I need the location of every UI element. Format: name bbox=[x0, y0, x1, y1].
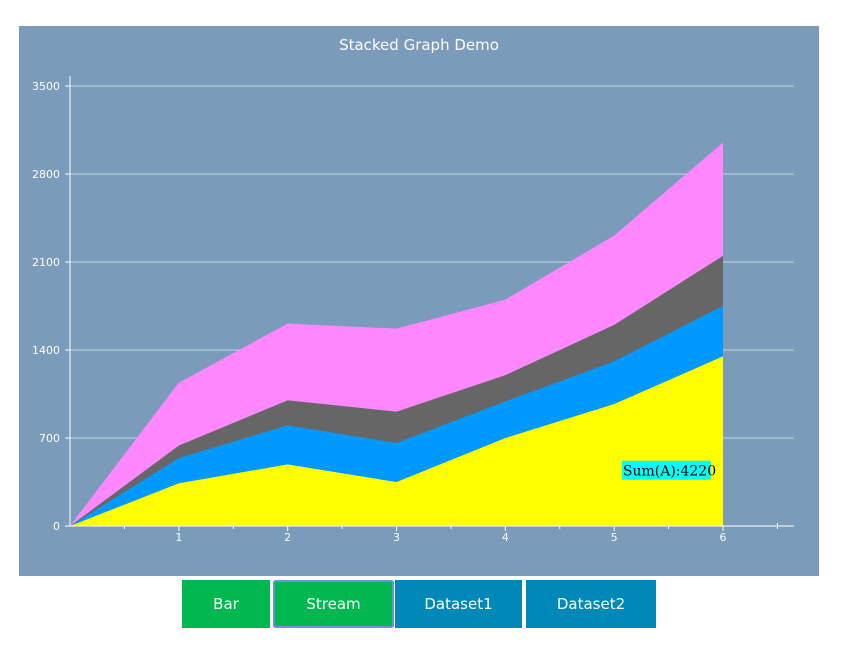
x-tick-label: 1 bbox=[175, 531, 182, 544]
stacked-area-chart: Stacked Graph Demo 0 700 1400 2100 2800 3500 1… bbox=[32, 36, 794, 544]
y-tick-label: 700 bbox=[39, 432, 60, 445]
stream-button[interactable]: Stream bbox=[273, 580, 394, 628]
dataset1-button[interactable]: Dataset1 bbox=[395, 580, 522, 628]
y-tick-label: 0 bbox=[53, 520, 60, 533]
bar-button[interactable]: Bar bbox=[182, 580, 270, 628]
y-tick-label: 2800 bbox=[32, 168, 60, 181]
axes: 0 700 1400 2100 2800 3500 1 2 3 4 5 6 bbox=[32, 76, 794, 544]
x-tick-label: 2 bbox=[284, 531, 291, 544]
sum-annotation-label: Sum(A):4220 bbox=[623, 464, 716, 480]
area-series-4 bbox=[70, 142, 723, 527]
sum-annotation-background bbox=[621, 460, 711, 480]
sum-annotation: Sum(A):4220 bbox=[621, 460, 716, 480]
dataset2-button[interactable]: Dataset2 bbox=[526, 580, 656, 628]
area-series-2 bbox=[70, 306, 723, 526]
x-tick-label: 6 bbox=[720, 531, 727, 544]
x-tick-label: 4 bbox=[502, 531, 509, 544]
x-tick-label: 5 bbox=[611, 531, 618, 544]
y-tick-label: 3500 bbox=[32, 80, 60, 93]
x-tick-label: 3 bbox=[393, 531, 400, 544]
y-tick-label: 2100 bbox=[32, 256, 60, 269]
area-series-1 bbox=[70, 356, 723, 526]
chart-title: Stacked Graph Demo bbox=[339, 36, 499, 54]
y-tick-label: 1400 bbox=[32, 344, 60, 357]
chart-panel: Stacked Graph Demo 0 700 1400 2100 2800 3500 1… bbox=[19, 26, 819, 576]
area-series-group bbox=[70, 142, 723, 527]
